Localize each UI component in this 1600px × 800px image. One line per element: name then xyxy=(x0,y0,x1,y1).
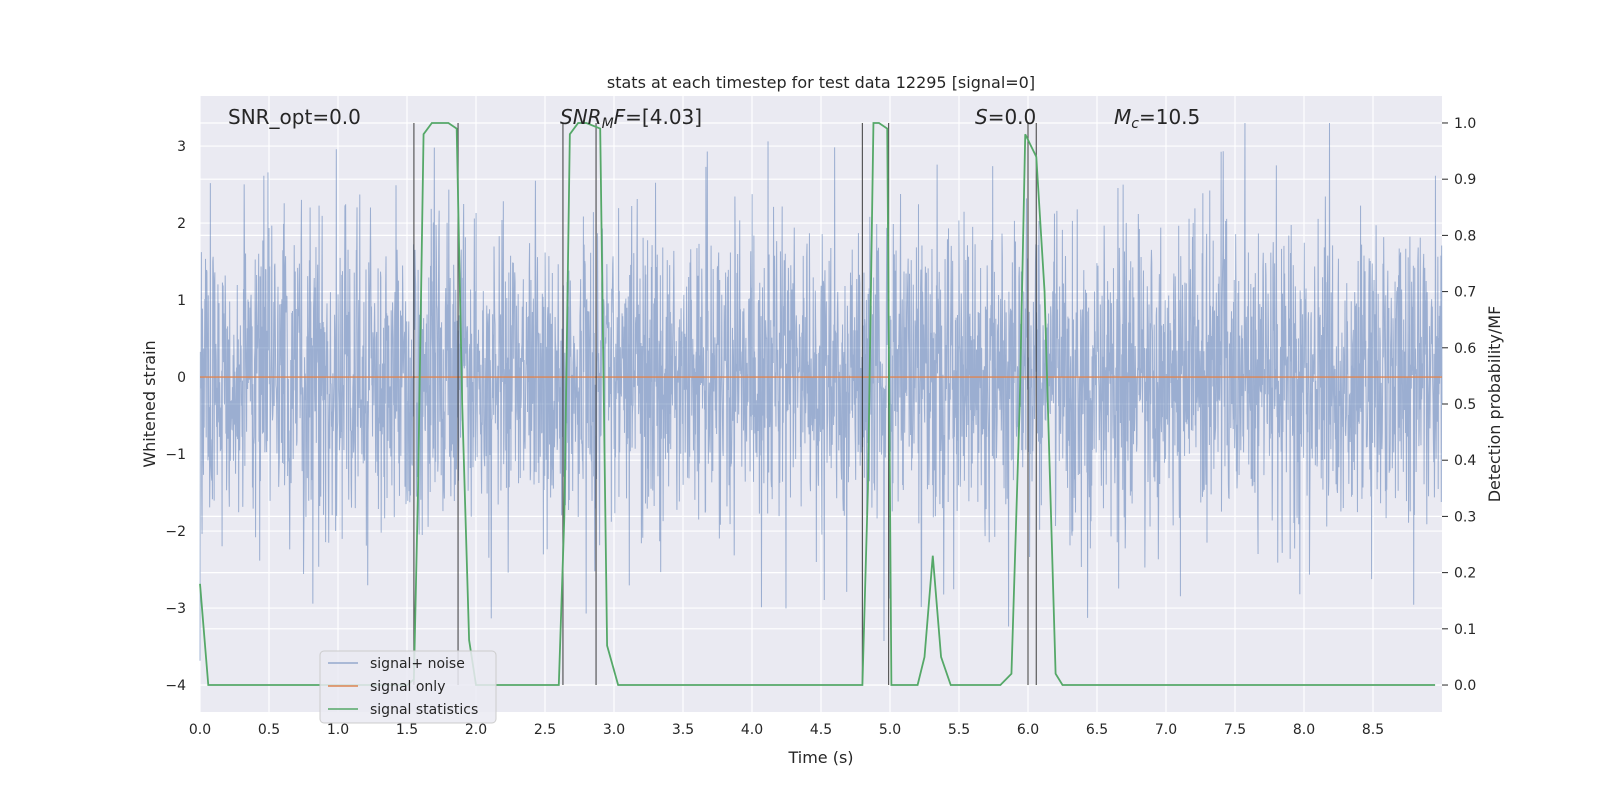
y-tick-label: −1 xyxy=(165,447,186,463)
legend-box xyxy=(319,650,497,724)
y2-axis-label: Detection probability/MF xyxy=(1485,306,1504,503)
chart-title: stats at each timestep for test data 122… xyxy=(607,73,1035,92)
x-tick-label: 3.0 xyxy=(603,722,625,738)
x-tick-label: 6.0 xyxy=(1017,722,1039,738)
x-tick-label: 7.5 xyxy=(1224,722,1246,738)
x-tick-label: 8.0 xyxy=(1293,722,1315,738)
annotation-s-rest: =0.0 xyxy=(988,105,1037,129)
annotation-snr-mf-f: F xyxy=(614,105,626,129)
noise-line xyxy=(199,122,1443,661)
x-tick-label: 4.5 xyxy=(810,722,832,738)
y2-tick-label: 0.4 xyxy=(1454,453,1476,469)
signal-statistics-series xyxy=(199,122,1436,686)
x-tick-label: 3.5 xyxy=(672,722,694,738)
x-tick-label: 0.0 xyxy=(189,722,211,738)
signal-noise-series xyxy=(199,122,1443,661)
y-tick-label: −4 xyxy=(165,678,186,694)
annotation-snr-opt: SNR_opt=0.0 xyxy=(228,105,361,129)
y2-tick-label: 0.0 xyxy=(1454,678,1476,694)
x-tick-label: 5.0 xyxy=(879,722,901,738)
x-tick-label: 2.0 xyxy=(465,722,487,738)
annotation-mc-rest: =10.5 xyxy=(1139,105,1200,129)
x-tick-label: 0.5 xyxy=(258,722,280,738)
y2-tick-label: 0.7 xyxy=(1454,285,1476,301)
y2-tick-label: 0.9 xyxy=(1454,172,1476,188)
x-tick-label: 5.5 xyxy=(948,722,970,738)
statistics-line xyxy=(199,122,1436,686)
y2-tick-labels: 1.0 0.9 0.8 0.7 0.6 0.5 0.4 0.3 0.2 0.1 0.0 xyxy=(1454,116,1476,694)
annotation-snr-mf-sub: M xyxy=(602,116,614,132)
annotation-snr-mf-main: SNR xyxy=(560,105,602,129)
y2-tick-label: 0.1 xyxy=(1454,622,1476,638)
x-tick-labels: 0.0 0.5 1.0 1.5 2.0 2.5 3.0 3.5 4.0 4.5 5.0 5.5 6.0 6… xyxy=(189,722,1384,738)
annotation-snr-mf: SNRMF=[4.03] xyxy=(560,105,702,132)
legend: signal+ noise signal only signal statist… xyxy=(319,650,497,724)
legend-label-statistics: signal statistics xyxy=(370,702,478,718)
y-tick-label: 1 xyxy=(177,293,186,309)
x-tick-label: 1.0 xyxy=(327,722,349,738)
annotation-mc: Mc=10.5 xyxy=(1114,105,1200,132)
y-tick-label: −2 xyxy=(165,524,186,540)
annotation-s-main: S xyxy=(975,105,988,129)
legend-label-signal-only: signal only xyxy=(370,679,445,695)
annotation-mc-sub: c xyxy=(1131,116,1139,132)
x-tick-label: 4.0 xyxy=(741,722,763,738)
annotation-mc-main: M xyxy=(1114,105,1131,129)
y2-tick-label: 0.3 xyxy=(1454,509,1476,525)
x-tick-label: 1.5 xyxy=(396,722,418,738)
y-tick-label: −3 xyxy=(165,601,186,617)
y-tick-label: 2 xyxy=(177,216,186,232)
x-tick-label: 6.5 xyxy=(1086,722,1108,738)
y-tick-label: 0 xyxy=(177,370,186,386)
y2-tick-label: 0.6 xyxy=(1454,341,1476,357)
x-axis-label: Time (s) xyxy=(787,748,853,767)
y2-tick-label: 0.2 xyxy=(1454,566,1476,582)
legend-label-noise: signal+ noise xyxy=(370,656,465,672)
x-tick-label: 7.0 xyxy=(1155,722,1177,738)
y2-tick-label: 0.8 xyxy=(1454,228,1476,244)
y2-tick-label: 1.0 xyxy=(1454,116,1476,132)
y2-tick-label: 0.5 xyxy=(1454,397,1476,413)
y-axis-label: Whitened strain xyxy=(140,340,159,467)
x-tick-label: 8.5 xyxy=(1362,722,1384,738)
y-tick-label: 3 xyxy=(177,139,186,155)
y-tick-labels: 3 2 1 0 −1 −2 −3 −4 xyxy=(165,139,186,694)
x-tick-label: 2.5 xyxy=(534,722,556,738)
annotation-snr-mf-rest: =[4.03] xyxy=(625,105,702,129)
annotation-s: S=0.0 xyxy=(975,105,1036,129)
